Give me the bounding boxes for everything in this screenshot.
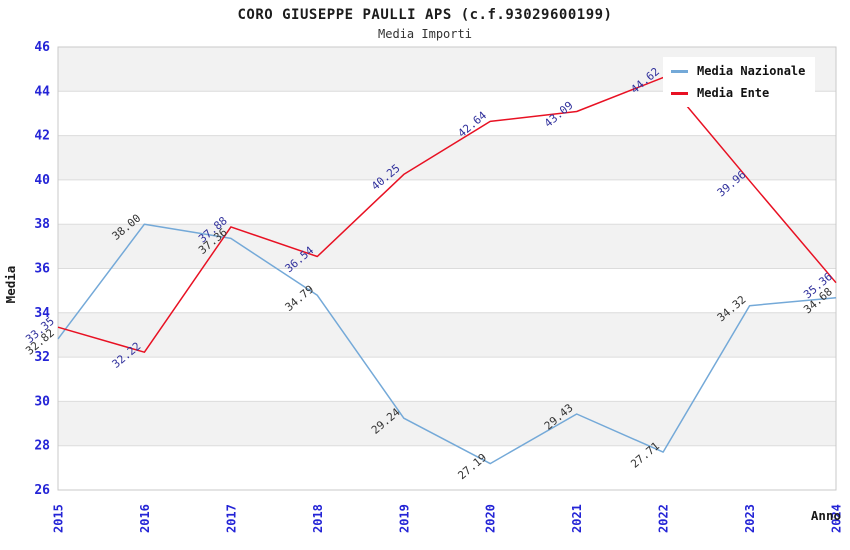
svg-text:38: 38 (34, 217, 50, 232)
chart-subtitle: Media Importi (378, 27, 472, 41)
chart-title: CORO GIUSEPPE PAULLI APS (c.f.9302960019… (237, 7, 613, 23)
legend-item-media-nazionale: Media Nazionale (671, 64, 805, 78)
svg-text:27.19: 27.19 (455, 451, 489, 482)
svg-text:34.79: 34.79 (283, 283, 317, 314)
svg-text:2017: 2017 (224, 504, 238, 533)
svg-text:42: 42 (34, 129, 50, 144)
svg-text:26: 26 (34, 483, 50, 498)
legend-label-nazionale: Media Nazionale (697, 64, 806, 78)
svg-text:Anno: Anno (811, 508, 841, 523)
svg-text:Media: Media (3, 266, 18, 304)
svg-text:30: 30 (34, 394, 50, 409)
svg-text:40: 40 (34, 173, 50, 188)
svg-text:32: 32 (34, 350, 50, 365)
legend-label-ente: Media Ente (697, 86, 770, 100)
svg-text:44: 44 (34, 84, 50, 99)
legend-marker-nazionale-icon (671, 69, 688, 73)
legend-marker-ente-icon (671, 91, 688, 95)
svg-text:46: 46 (34, 40, 50, 55)
svg-text:2024: 2024 (830, 504, 844, 533)
legend-item-media-ente: Media Ente (671, 86, 805, 100)
svg-text:2022: 2022 (657, 504, 671, 533)
svg-text:2016: 2016 (138, 504, 152, 533)
svg-text:2015: 2015 (52, 504, 66, 533)
svg-text:2018: 2018 (311, 504, 325, 533)
svg-text:2019: 2019 (397, 504, 411, 533)
svg-text:2023: 2023 (743, 504, 757, 533)
svg-text:28: 28 (34, 439, 50, 454)
svg-text:2020: 2020 (484, 504, 498, 533)
svg-text:2021: 2021 (570, 504, 584, 533)
svg-text:36: 36 (34, 262, 50, 277)
svg-text:34: 34 (34, 306, 50, 321)
chart-legend: Media Nazionale Media Ente (663, 57, 816, 107)
